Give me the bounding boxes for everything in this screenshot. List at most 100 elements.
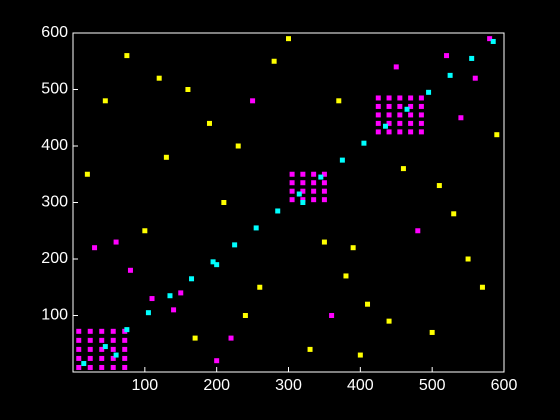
- point: [253, 225, 259, 231]
- point: [221, 200, 227, 205]
- point: [365, 301, 371, 307]
- y-tick-label: 200: [41, 250, 68, 267]
- point: [339, 157, 345, 163]
- point: [122, 355, 128, 361]
- point: [408, 129, 414, 135]
- point: [286, 36, 291, 42]
- point: [110, 364, 116, 370]
- point: [311, 188, 317, 194]
- point: [102, 344, 108, 350]
- point: [444, 53, 450, 59]
- point: [487, 36, 493, 42]
- point: [408, 120, 414, 126]
- point: [87, 346, 93, 352]
- point: [418, 129, 424, 135]
- point: [171, 307, 177, 313]
- point: [451, 211, 457, 217]
- point: [397, 103, 403, 109]
- point: [321, 180, 327, 186]
- point: [386, 120, 392, 126]
- point: [404, 106, 410, 112]
- point: [122, 346, 128, 352]
- point: [99, 346, 105, 352]
- point: [361, 140, 367, 146]
- point: [375, 112, 381, 118]
- point: [400, 166, 406, 172]
- point: [87, 328, 93, 334]
- x-tick-label: 300: [275, 377, 302, 394]
- point: [214, 262, 220, 268]
- point: [289, 171, 295, 177]
- point: [271, 58, 277, 64]
- y-tick-label: 600: [41, 24, 68, 41]
- point: [490, 38, 496, 44]
- point: [87, 337, 93, 343]
- point: [386, 318, 392, 324]
- point: [494, 132, 500, 138]
- point: [300, 188, 306, 194]
- point: [321, 197, 327, 203]
- point: [214, 358, 220, 364]
- x-tick-label: 100: [131, 377, 158, 394]
- point: [242, 313, 248, 318]
- point: [76, 355, 82, 361]
- point: [76, 364, 82, 370]
- point: [300, 180, 306, 186]
- point: [397, 120, 403, 126]
- point: [458, 115, 464, 121]
- point: [92, 245, 98, 251]
- point: [192, 335, 198, 341]
- point: [375, 95, 381, 101]
- x-tick-label: 200: [203, 377, 230, 394]
- point: [257, 284, 263, 290]
- point: [382, 123, 388, 129]
- point: [386, 129, 392, 135]
- point: [185, 87, 191, 92]
- point: [84, 171, 90, 177]
- point: [426, 89, 432, 95]
- point: [479, 284, 485, 290]
- point: [429, 329, 435, 335]
- point: [228, 335, 234, 341]
- point: [99, 328, 105, 334]
- point: [418, 103, 424, 109]
- point: [408, 103, 414, 109]
- point: [343, 273, 349, 279]
- point: [81, 361, 87, 367]
- point: [76, 346, 82, 352]
- y-tick-label: 500: [41, 81, 68, 98]
- point: [124, 327, 130, 333]
- point: [87, 364, 93, 370]
- y-tick-label: 300: [41, 194, 68, 211]
- point: [300, 200, 306, 205]
- point: [397, 95, 403, 101]
- point: [386, 95, 392, 101]
- point: [110, 355, 116, 361]
- point: [110, 337, 116, 343]
- point: [386, 112, 392, 118]
- point: [156, 75, 162, 81]
- point: [397, 112, 403, 118]
- point: [375, 120, 381, 126]
- point: [415, 228, 421, 234]
- point: [311, 197, 317, 203]
- y-tick-label: 400: [41, 137, 68, 154]
- point: [329, 313, 335, 318]
- point: [418, 120, 424, 126]
- point: [76, 328, 82, 334]
- point: [145, 310, 151, 316]
- x-tick-label: 400: [347, 377, 374, 394]
- point: [149, 296, 155, 302]
- point: [142, 228, 148, 234]
- point: [163, 154, 169, 160]
- point: [250, 98, 256, 104]
- point: [289, 197, 295, 203]
- point: [210, 259, 216, 265]
- point: [99, 355, 105, 361]
- point: [350, 245, 356, 251]
- point: [110, 328, 116, 334]
- point: [235, 143, 241, 149]
- point: [472, 75, 478, 81]
- point: [124, 53, 130, 59]
